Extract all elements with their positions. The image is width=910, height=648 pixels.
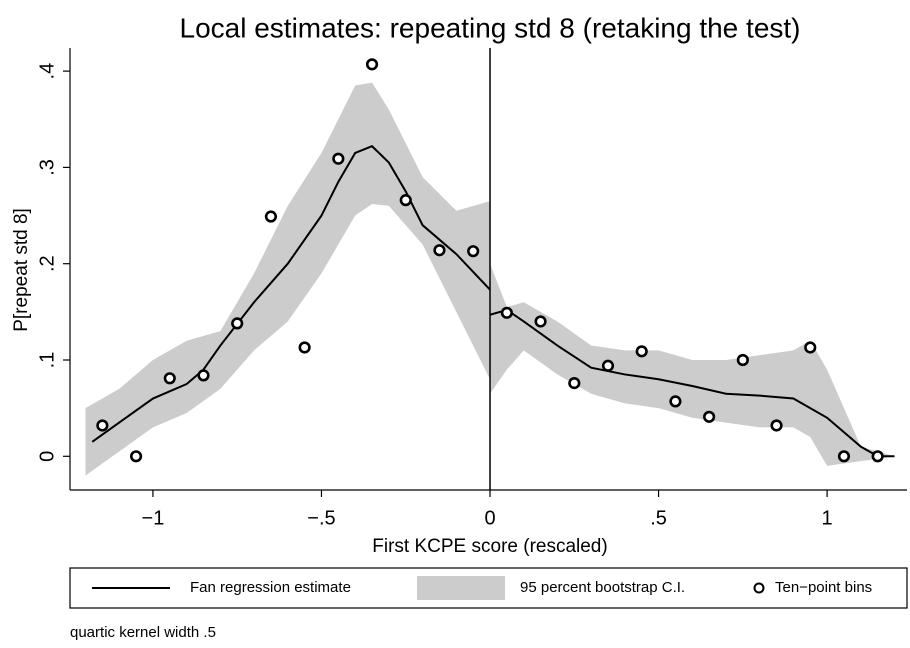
y-tick-label: .1 (36, 352, 58, 369)
ci-band (85, 82, 491, 476)
bin-point (669, 395, 682, 408)
bin-point (365, 58, 379, 71)
bin-point (568, 377, 581, 390)
note: quartic kernel width .5 (70, 624, 216, 641)
bin-point (298, 341, 311, 354)
bin-point (804, 341, 817, 354)
legend-band-swatch (417, 576, 505, 600)
x-tick-label: −1 (142, 507, 165, 529)
bin-point (129, 450, 143, 463)
bin-point (500, 306, 513, 319)
y-tick-label: .2 (36, 255, 58, 272)
bin-point (96, 419, 109, 432)
legend-point-swatch (753, 582, 765, 594)
y-tick-label: .4 (36, 63, 58, 80)
bin-point (163, 372, 176, 385)
bin-point (197, 369, 210, 382)
bin-point (433, 244, 446, 257)
bin-point (871, 450, 884, 463)
legend-label: Ten−point bins (775, 579, 872, 596)
y-axis-label: P[repeat std 8] (11, 208, 32, 332)
legend-label: 95 percent bootstrap C.I. (520, 579, 685, 596)
bin-point (635, 345, 648, 358)
bin-point (467, 245, 480, 258)
bin-point (601, 359, 615, 372)
bin-point (264, 210, 278, 223)
bin-point (534, 315, 547, 328)
bin-point (332, 152, 345, 165)
bin-point (837, 450, 851, 463)
legend-box (69, 567, 908, 609)
x-tick-label: 0 (484, 507, 495, 529)
x-tick-label: 1 (822, 507, 833, 529)
fan-line (91, 145, 491, 443)
bin-point (736, 353, 749, 367)
bin-point (703, 410, 716, 423)
chart-title: Local estimates: repeating std 8 (retaki… (180, 12, 801, 43)
x-axis-label: First KCPE score (rescaled) (372, 536, 607, 557)
fan-line (489, 308, 895, 458)
x-tick-label: −.5 (307, 507, 335, 529)
x-tick-label: .5 (650, 507, 667, 529)
bin-point (770, 419, 783, 432)
y-tick-label: .3 (36, 159, 58, 176)
ci-band (490, 263, 895, 466)
y-tick-label: 0 (36, 451, 58, 462)
legend-label: Fan regression estimate (190, 579, 351, 596)
bin-point (399, 194, 412, 207)
bin-point (231, 317, 244, 330)
